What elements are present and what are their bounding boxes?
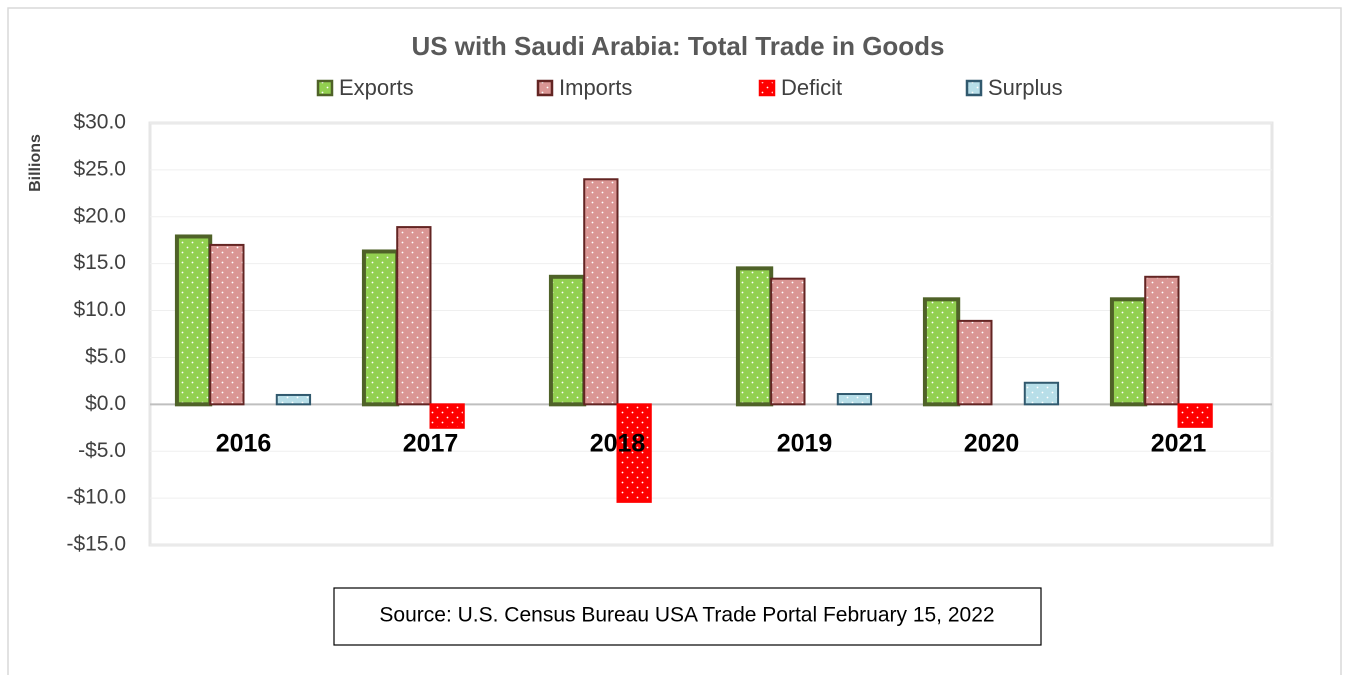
bar bbox=[396, 226, 432, 406]
y-tick-label: $0.0 bbox=[85, 392, 126, 415]
legend-swatch bbox=[965, 79, 983, 97]
legend-swatch bbox=[758, 79, 776, 97]
bar bbox=[275, 393, 312, 406]
y-tick-label: $30.0 bbox=[73, 111, 126, 134]
chart-frame bbox=[7, 7, 1342, 675]
y-tick-label: $20.0 bbox=[73, 204, 126, 227]
legend-label: Imports bbox=[559, 75, 632, 100]
bar bbox=[1177, 403, 1213, 428]
bar bbox=[361, 249, 400, 407]
bar bbox=[429, 403, 465, 429]
plot-frame bbox=[148, 121, 1274, 547]
x-tick-label: 2019 bbox=[777, 430, 833, 458]
y-tick-label: -$5.0 bbox=[78, 439, 126, 462]
source-note: Source: U.S. Census Bureau USA Trade Por… bbox=[379, 604, 994, 627]
x-tick-label: 2016 bbox=[216, 430, 272, 458]
bar bbox=[1144, 275, 1180, 406]
bar bbox=[735, 266, 774, 407]
legend-label: Deficit bbox=[781, 75, 842, 100]
bar bbox=[1023, 381, 1060, 406]
legend-label: Exports bbox=[339, 75, 414, 100]
legend-swatch bbox=[316, 79, 334, 97]
y-tick-label: $15.0 bbox=[73, 251, 126, 274]
y-tick-label: -$10.0 bbox=[66, 486, 126, 509]
y-tick-label: $10.0 bbox=[73, 298, 126, 321]
bar bbox=[957, 319, 993, 406]
bar bbox=[174, 234, 213, 407]
x-tick-label: 2017 bbox=[403, 430, 459, 458]
bar bbox=[209, 243, 245, 406]
bar bbox=[616, 403, 652, 503]
y-tick-label: $25.0 bbox=[73, 157, 126, 180]
source-box bbox=[333, 587, 1042, 646]
x-tick-label: 2020 bbox=[964, 430, 1020, 458]
bar bbox=[1109, 297, 1148, 407]
y-axis-label: Billions bbox=[27, 134, 44, 192]
y-tick-label: $5.0 bbox=[85, 345, 126, 368]
bar bbox=[836, 393, 873, 406]
bar bbox=[548, 274, 587, 407]
bar bbox=[583, 178, 619, 406]
x-tick-label: 2018 bbox=[590, 430, 646, 458]
chart-title: US with Saudi Arabia: Total Trade in Goo… bbox=[411, 31, 944, 61]
legend-label: Surplus bbox=[988, 75, 1063, 100]
bar bbox=[922, 297, 961, 407]
legend-swatch bbox=[536, 79, 554, 97]
y-tick-label: -$15.0 bbox=[66, 533, 126, 556]
x-tick-label: 2021 bbox=[1151, 430, 1207, 458]
bar bbox=[770, 277, 806, 406]
